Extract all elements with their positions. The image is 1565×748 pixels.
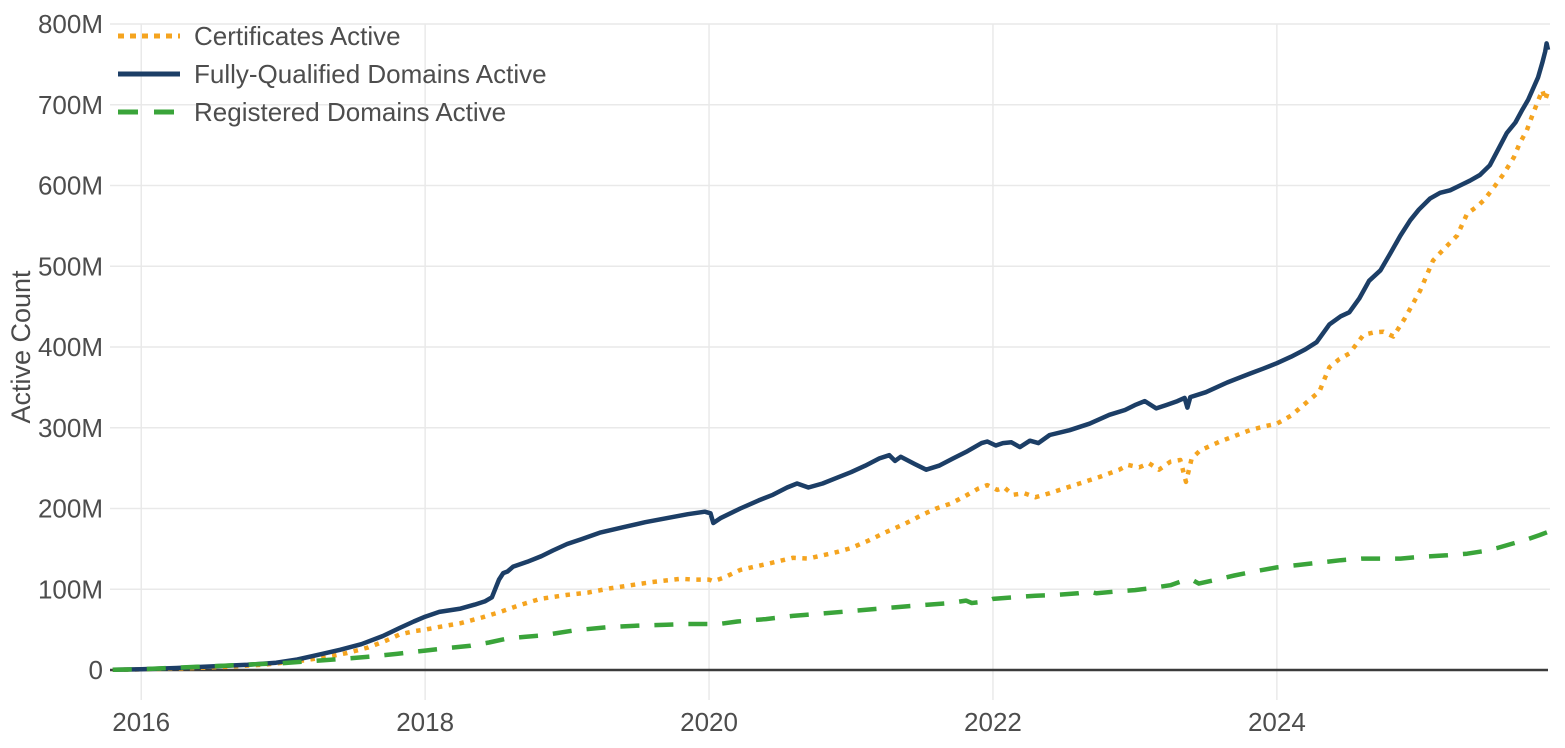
legend-item-certificates-active[interactable]: Certificates Active bbox=[116, 17, 547, 55]
legend-item-registered-domains-active[interactable]: Registered Domains Active bbox=[116, 93, 547, 131]
series-line-fully-qualified-domains-active bbox=[112, 41, 1551, 673]
y-tick-label: 800M bbox=[38, 9, 103, 39]
tick-labels: 0 100M 200M 300M 400M 500M 600M 700M 800M 2016 201… bbox=[38, 9, 1306, 737]
registered-domains-line-swatch bbox=[118, 109, 180, 115]
legend: Certificates Active Fully-Qualified Doma… bbox=[116, 17, 547, 131]
x-tick-label: 2024 bbox=[1248, 707, 1306, 737]
y-tick-label: 200M bbox=[38, 494, 103, 524]
certificates-line-swatch bbox=[118, 33, 180, 39]
y-tick-label: 600M bbox=[38, 171, 103, 201]
y-tick-label: 100M bbox=[38, 574, 103, 604]
series-lines bbox=[112, 41, 1551, 673]
y-axis-title: Active Count bbox=[6, 270, 36, 424]
y-tick-label: 300M bbox=[38, 413, 103, 443]
y-tick-label: 500M bbox=[38, 251, 103, 281]
x-tick-label: 2016 bbox=[112, 707, 170, 737]
fqdn-line-swatch bbox=[118, 71, 180, 77]
x-tick-label: 2020 bbox=[680, 707, 738, 737]
x-tick-label: 2022 bbox=[964, 707, 1022, 737]
y-tick-label: 0 bbox=[89, 655, 103, 685]
legend-label: Certificates Active bbox=[194, 21, 401, 51]
series-line-certificates-active bbox=[112, 87, 1551, 673]
legend-label: Fully-Qualified Domains Active bbox=[194, 59, 547, 89]
y-tick-label: 700M bbox=[38, 90, 103, 120]
legend-label: Registered Domains Active bbox=[194, 97, 507, 127]
y-tick-label: 400M bbox=[38, 332, 103, 362]
series-line-registered-domains-active bbox=[112, 529, 1549, 673]
x-tick-label: 2018 bbox=[396, 707, 454, 737]
legend-item-fully-qualified-domains-active[interactable]: Fully-Qualified Domains Active bbox=[116, 55, 547, 93]
